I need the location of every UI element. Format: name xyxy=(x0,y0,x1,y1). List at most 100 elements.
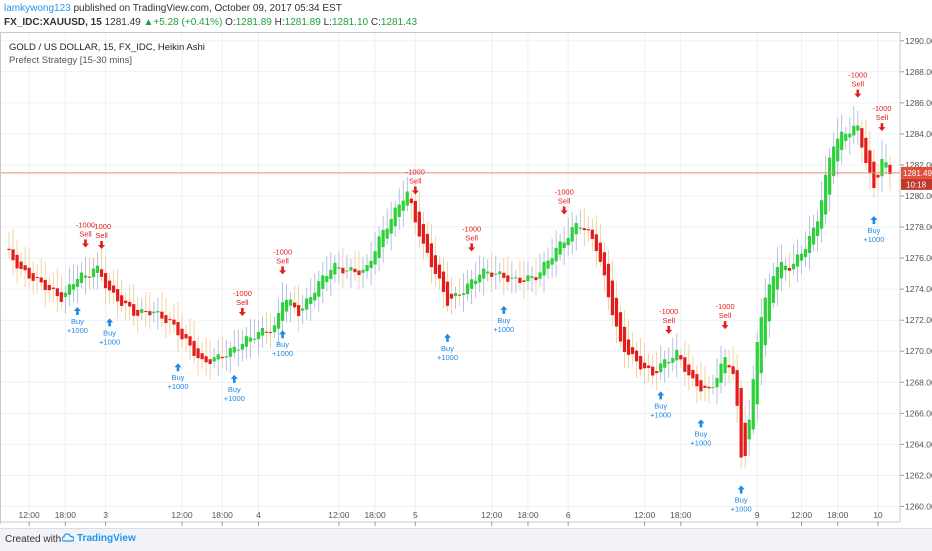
candle-body xyxy=(699,380,703,392)
high-value: 1281.89 xyxy=(284,17,321,28)
author-link[interactable]: lamkywong123 xyxy=(4,3,71,14)
candle-body xyxy=(397,204,401,217)
candle-body xyxy=(381,230,385,248)
candle-body xyxy=(486,271,490,274)
candle-body xyxy=(103,273,108,289)
y-tick-label: 1274.00 xyxy=(905,284,932,294)
candle-body xyxy=(490,272,494,277)
candle-body xyxy=(75,279,80,287)
candle-body xyxy=(79,272,84,283)
candle-body xyxy=(192,340,196,356)
candle-body xyxy=(828,157,832,195)
candle-body xyxy=(751,379,755,430)
candle-body xyxy=(357,270,361,276)
candle-body xyxy=(836,138,840,162)
buy-qty-label: +1000 xyxy=(67,326,88,335)
candle-body xyxy=(546,260,550,269)
tradingview-label: TradingView xyxy=(77,533,136,544)
sell-qty-label: -1000 xyxy=(872,104,891,113)
footer-bar: Created with TradingView xyxy=(0,528,932,551)
candle-body xyxy=(739,387,743,458)
x-tick-label: 18:00 xyxy=(364,510,386,520)
candle-body xyxy=(124,300,128,304)
sell-qty-label: -1000 xyxy=(555,188,574,197)
candle-body xyxy=(659,363,663,373)
candle-body xyxy=(783,265,788,271)
candle-body xyxy=(353,268,357,273)
candle-body xyxy=(276,312,281,329)
candle-body xyxy=(248,337,252,342)
candle-body xyxy=(775,267,779,290)
chart-frame[interactable] xyxy=(0,32,901,524)
candle-body xyxy=(280,302,285,321)
candle-body xyxy=(39,277,43,283)
change-text: +5.28 (+0.41%) xyxy=(153,17,223,28)
candle-body xyxy=(824,174,828,215)
sell-qty-label: -1000 xyxy=(233,289,252,298)
candle-body xyxy=(180,328,184,340)
candle-body xyxy=(156,310,160,313)
candle-body xyxy=(562,242,566,248)
candle-body xyxy=(345,270,349,272)
buy-qty-label: +1000 xyxy=(731,504,752,513)
candle-body xyxy=(466,283,470,295)
candle-body xyxy=(715,378,719,388)
y-tick-label: 1264.00 xyxy=(905,439,932,449)
candle-body xyxy=(333,262,337,275)
candle-body xyxy=(655,371,659,374)
candle-body xyxy=(558,241,562,255)
price-chart[interactable]: 1260.00 1262.00 1264.00 1266.00 1268.00 1270.… xyxy=(0,0,932,528)
sell-arrow-icon xyxy=(279,266,287,275)
candle-body xyxy=(172,319,176,325)
candle-body xyxy=(35,277,39,279)
tradingview-brand[interactable]: TradingView xyxy=(61,533,136,544)
candle-body xyxy=(807,235,812,253)
candle-body xyxy=(31,273,35,281)
candle-body xyxy=(112,285,116,293)
candle-body xyxy=(421,224,425,244)
y-tick-label: 1262.00 xyxy=(905,470,932,480)
candle-body xyxy=(260,328,265,336)
candle-body xyxy=(361,269,365,273)
candle-body xyxy=(598,242,602,262)
candle-body xyxy=(87,276,92,278)
buy-label: Buy xyxy=(276,340,289,349)
candle-body xyxy=(457,294,462,296)
candle-body xyxy=(494,273,498,275)
candle-body xyxy=(95,265,100,273)
candle-body xyxy=(679,355,683,360)
candle-body xyxy=(735,370,739,406)
candle-body xyxy=(377,236,381,258)
candle-body xyxy=(297,305,301,317)
candle-body xyxy=(884,162,888,168)
candle-body xyxy=(510,277,514,279)
candle-body xyxy=(317,281,321,297)
x-tick-label: 12:00 xyxy=(791,510,813,520)
candle-body xyxy=(542,261,546,276)
sell-qty-label: -1000 xyxy=(92,222,111,231)
sell-label: Sell xyxy=(79,230,92,239)
candle-body xyxy=(7,248,11,251)
candle-body xyxy=(566,237,570,246)
candle-body xyxy=(538,272,542,279)
x-tick-label: 12:00 xyxy=(634,510,656,520)
candle-body xyxy=(502,272,506,278)
sell-qty-label: -1000 xyxy=(462,224,481,233)
candle-body xyxy=(586,229,590,231)
low-label: L: xyxy=(323,17,332,28)
candle-body xyxy=(498,271,502,275)
candle-body xyxy=(723,357,727,374)
buy-qty-label: +1000 xyxy=(99,337,120,346)
candle-body xyxy=(880,159,884,177)
candle-body xyxy=(779,261,783,279)
published-text: published on TradingView.com, October 09… xyxy=(73,3,342,14)
candle-body xyxy=(272,325,277,333)
candle-body xyxy=(840,131,844,151)
candle-body xyxy=(55,288,59,297)
candle-body xyxy=(293,302,297,308)
candle-body xyxy=(196,348,200,359)
candle-body xyxy=(614,297,619,327)
candle-body xyxy=(284,299,289,312)
candle-body xyxy=(755,341,759,405)
candle-body xyxy=(256,331,261,340)
